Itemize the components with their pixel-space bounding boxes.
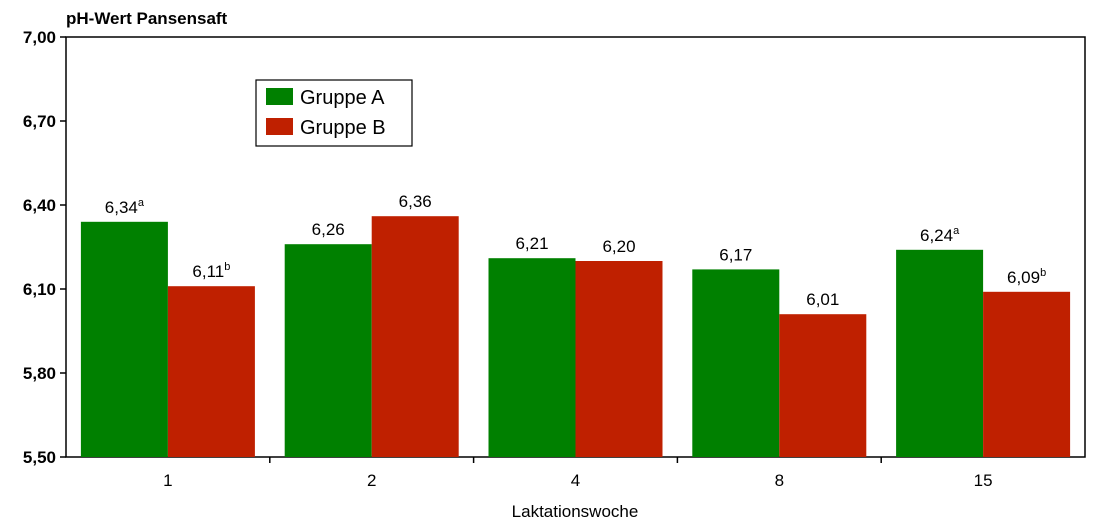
data-label-superscript: b: [1040, 267, 1046, 279]
y-tick-label: 5,50: [23, 448, 56, 467]
data-label-value: 6,24: [920, 226, 953, 245]
bar-gruppe-a-15: [896, 249, 984, 457]
data-label-value: 6,17: [719, 245, 752, 264]
bar-gruppe-a-4: [488, 258, 576, 457]
data-label: 6,20: [602, 237, 635, 256]
legend-swatch: [266, 118, 293, 135]
y-tick-label: 6,10: [23, 280, 56, 299]
data-label-value: 6,36: [399, 192, 432, 211]
y-axis: 5,50 5,80 6,10 6,40 6,70 7,00: [23, 28, 66, 467]
chart-title: pH-Wert Pansensaft: [66, 9, 228, 28]
data-label-value: 6,11: [192, 262, 224, 281]
data-label-value: 6,20: [602, 237, 635, 256]
legend-label: Gruppe B: [300, 117, 386, 139]
x-tick-label: 1: [163, 471, 172, 490]
data-label: 6,26: [312, 220, 345, 239]
x-axis: 1 2 4 8 15: [163, 457, 993, 490]
data-label: 6,09b: [1007, 267, 1046, 287]
data-label-value: 6,01: [806, 290, 839, 309]
y-tick-label: 6,40: [23, 196, 56, 215]
legend-swatch: [266, 88, 293, 105]
data-label-superscript: a: [138, 197, 145, 209]
bar-gruppe-b-4: [575, 261, 663, 457]
data-label: 6,24a: [920, 225, 960, 245]
x-tick-label: 2: [367, 471, 376, 490]
legend: Gruppe A Gruppe B: [255, 79, 413, 147]
data-label-value: 6,09: [1007, 268, 1040, 287]
data-label: 6,21: [515, 234, 548, 253]
x-tick-label: 15: [974, 471, 993, 490]
data-label: 6,01: [806, 290, 839, 309]
data-label-value: 6,34: [105, 198, 138, 217]
bar-gruppe-b-15: [983, 291, 1071, 457]
data-label: 6,11b: [192, 261, 230, 281]
x-tick-label: 8: [775, 471, 784, 490]
data-label: 6,36: [399, 192, 432, 211]
y-tick-label: 6,70: [23, 112, 56, 131]
data-label: 6,17: [719, 245, 752, 264]
data-label: 6,34a: [105, 197, 145, 217]
bar-gruppe-b-8: [779, 314, 867, 457]
bar-gruppe-b-2: [371, 216, 459, 457]
legend-label: Gruppe A: [300, 87, 385, 109]
bar-gruppe-a-8: [692, 269, 780, 457]
bar-gruppe-a-2: [284, 244, 372, 457]
bar-gruppe-b-1: [167, 286, 255, 457]
data-label-value: 6,21: [515, 234, 548, 253]
bar-gruppe-a-1: [80, 221, 168, 457]
y-tick-label: 7,00: [23, 28, 56, 47]
data-label-superscript: a: [953, 225, 960, 237]
data-label-value: 6,26: [312, 220, 345, 239]
x-tick-label: 4: [571, 471, 580, 490]
x-axis-label: Laktationswoche: [512, 502, 639, 521]
y-tick-label: 5,80: [23, 364, 56, 383]
data-label-superscript: b: [224, 261, 230, 273]
